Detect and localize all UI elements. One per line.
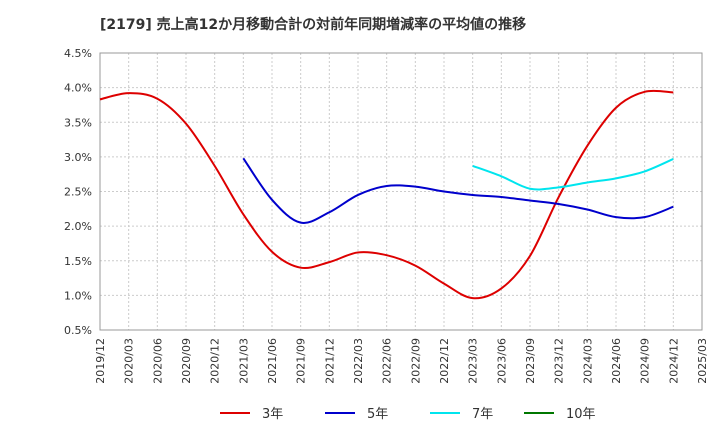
y-tick-label: 1.5%	[64, 255, 92, 268]
y-tick-label: 2.5%	[64, 186, 92, 199]
y-tick-label: 3.0%	[64, 151, 92, 164]
legend-label: 10年	[566, 407, 596, 422]
x-tick-label: 2019/12	[94, 338, 107, 384]
y-tick-label: 4.5%	[64, 47, 92, 60]
x-tick-label: 2021/03	[237, 338, 250, 384]
plot-border	[99, 52, 703, 331]
series-line-3年	[99, 89, 674, 300]
legend-label: 7年	[472, 407, 493, 422]
x-tick-label: 2024/09	[639, 338, 652, 384]
y-tick-label: 4.0%	[64, 82, 92, 95]
x-tick-label: 2021/06	[266, 338, 279, 384]
x-tick-label: 2020/12	[209, 338, 222, 384]
x-tick-label: 2024/12	[667, 338, 680, 384]
x-tick-label: 2025/03	[696, 338, 709, 384]
legend-label: 5年	[367, 407, 388, 422]
x-tick-label: 2020/03	[123, 338, 136, 384]
x-tick-label: 2021/12	[323, 338, 336, 384]
x-tick-label: 2022/03	[352, 338, 365, 384]
x-tick-label: 2024/06	[610, 338, 623, 384]
x-tick-label: 2022/09	[409, 338, 422, 384]
y-tick-label: 2.0%	[64, 220, 92, 233]
series-line-5年	[242, 157, 674, 224]
x-tick-label: 2022/12	[438, 338, 451, 384]
y-tick-label: 1.0%	[64, 289, 92, 302]
x-tick-label: 2022/06	[381, 338, 394, 384]
series-line-7年	[472, 158, 674, 191]
x-tick-label: 2023/03	[467, 338, 480, 384]
chart-title: [2179] 売上高12か月移動合計の対前年同期増減率の平均値の推移	[100, 17, 527, 33]
x-tick-label: 2021/09	[295, 338, 308, 384]
y-tick-label: 0.5%	[64, 324, 92, 337]
x-tick-label: 2024/03	[581, 338, 594, 384]
x-tick-label: 2020/09	[180, 338, 193, 384]
x-tick-label: 2023/09	[524, 338, 537, 384]
x-tick-label: 2020/06	[151, 338, 164, 384]
x-tick-label: 2023/12	[553, 338, 566, 384]
y-tick-label: 3.5%	[64, 116, 92, 129]
x-tick-label: 2023/06	[495, 338, 508, 384]
legend-label: 3年	[262, 407, 283, 422]
